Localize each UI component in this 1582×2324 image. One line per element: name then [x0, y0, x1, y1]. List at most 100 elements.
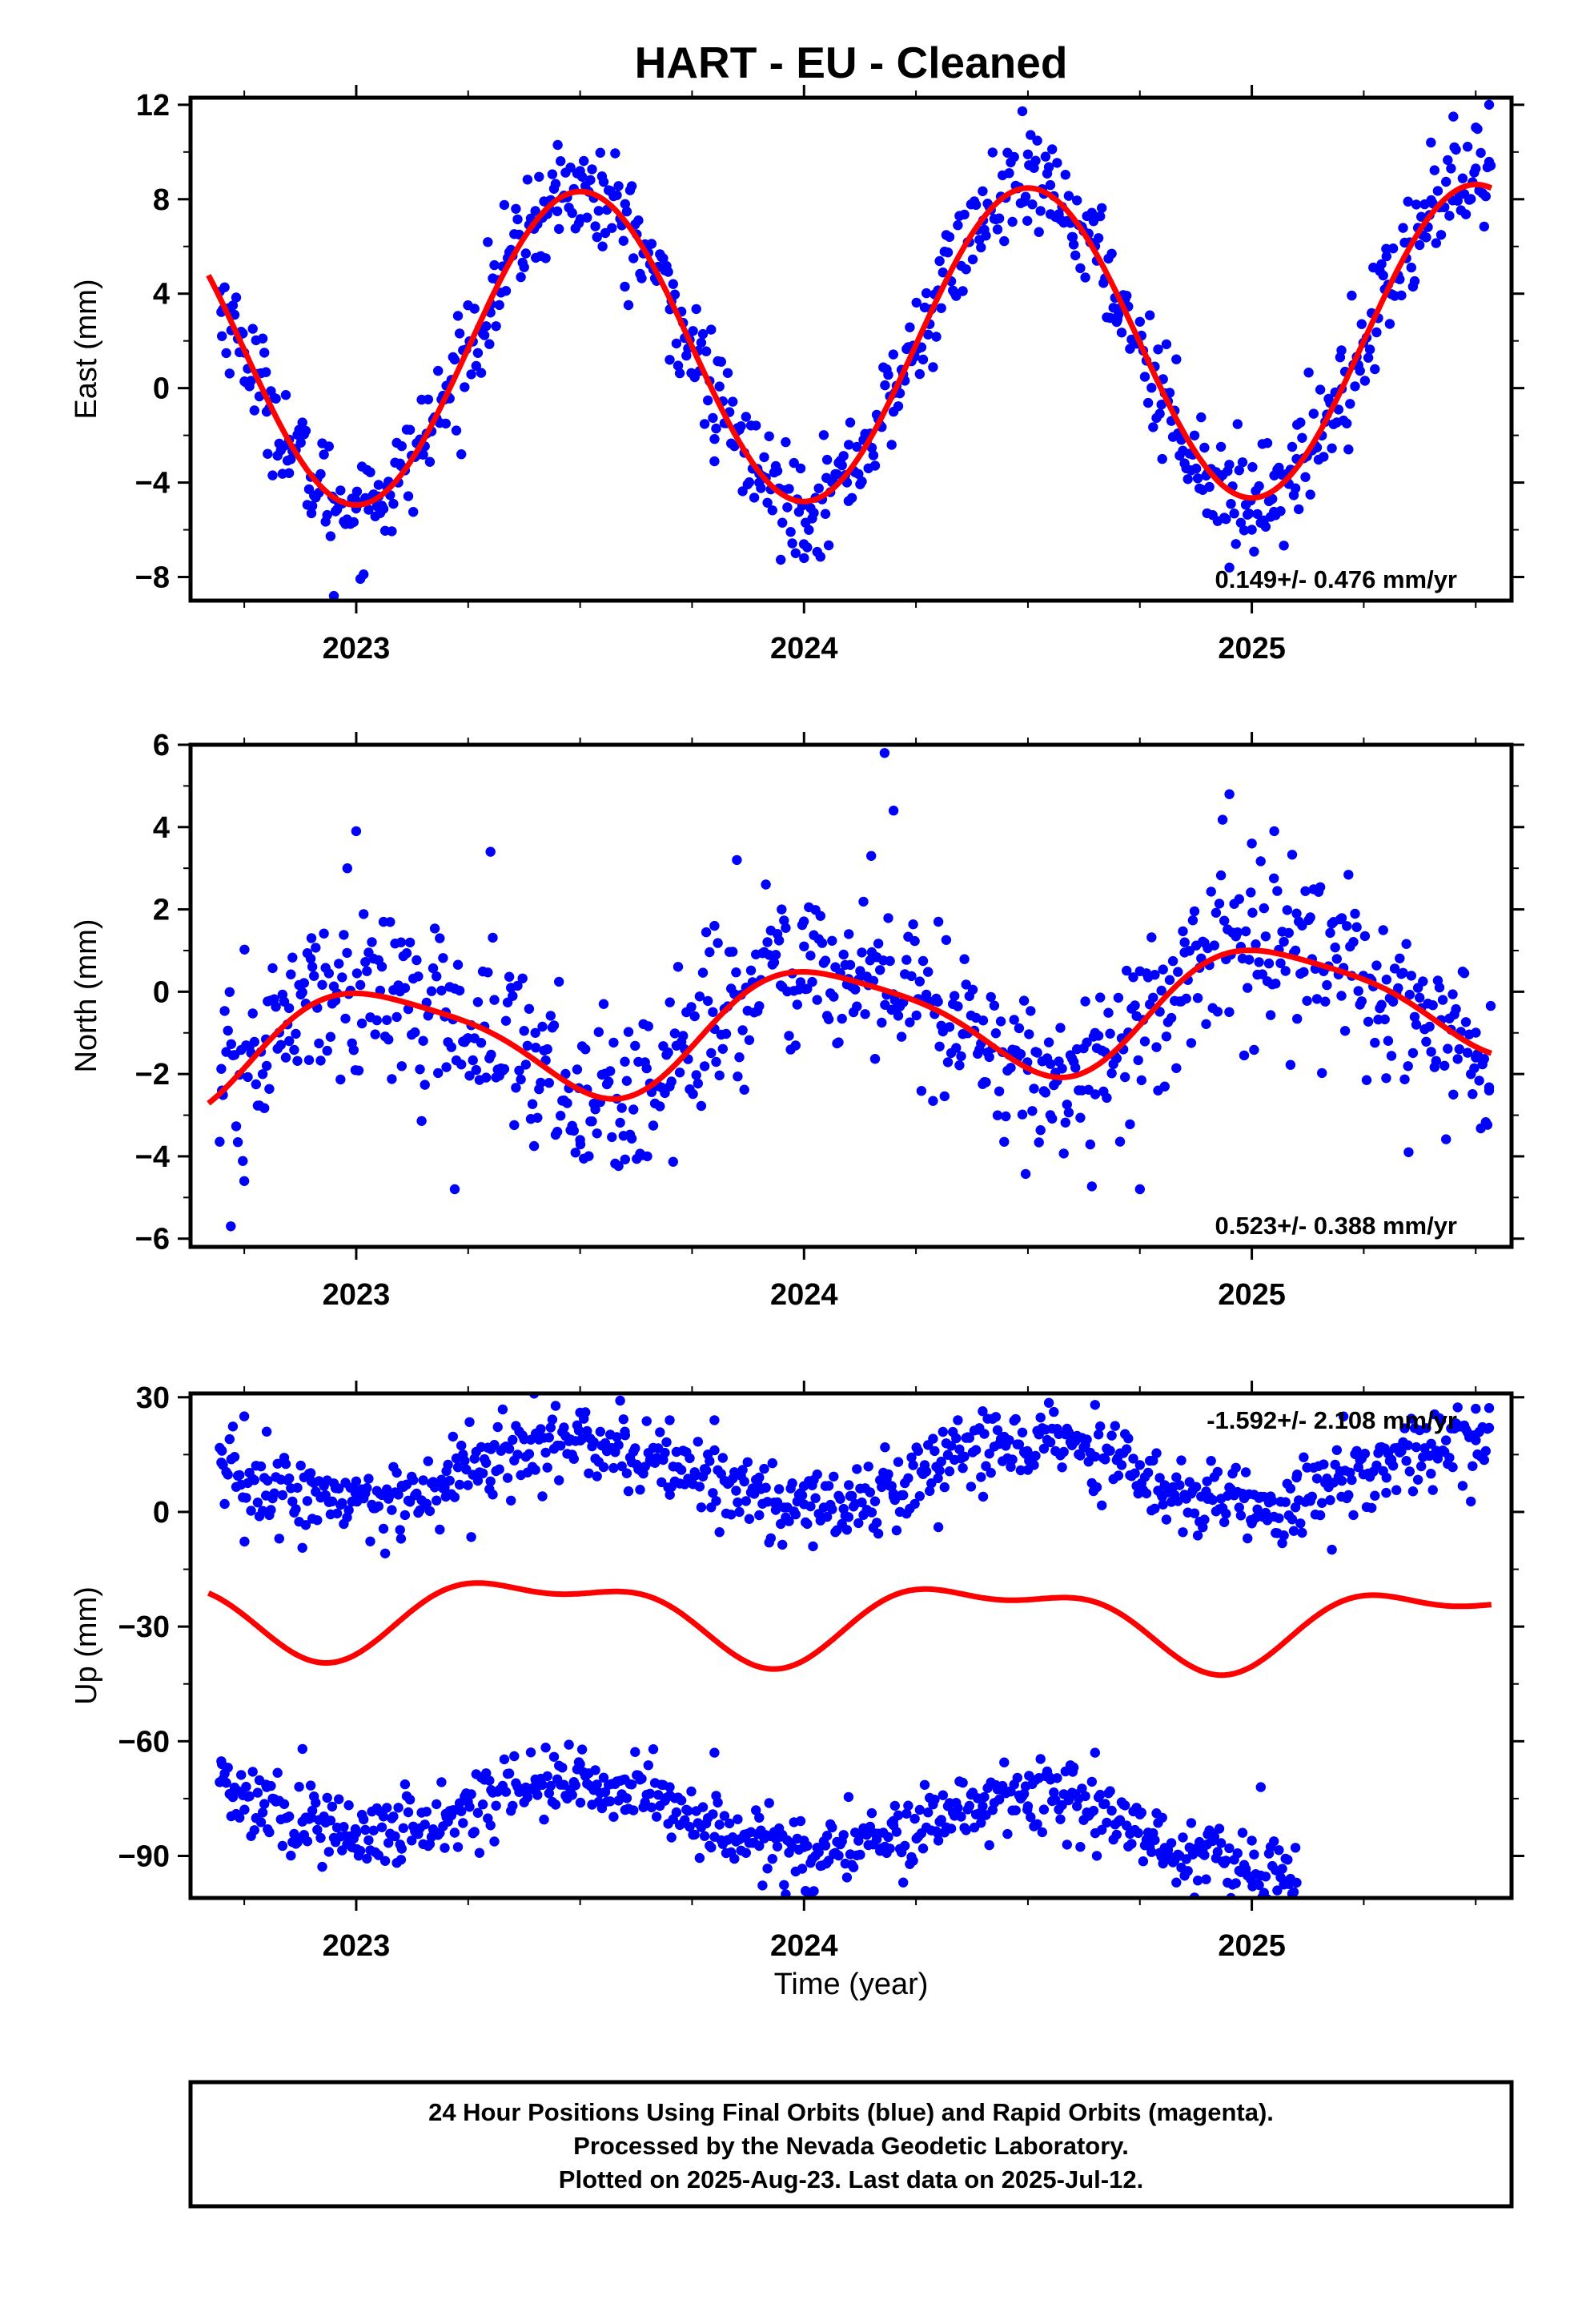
scatter-point	[888, 406, 899, 417]
scatter-point	[630, 1040, 640, 1051]
scatter-point	[252, 1498, 263, 1508]
scatter-point	[934, 1466, 945, 1476]
scatter-point	[587, 164, 597, 175]
scatter-point	[1479, 221, 1490, 232]
scatter-point	[219, 1498, 230, 1510]
scatter-point	[303, 1055, 315, 1065]
scatter-point	[1174, 1480, 1185, 1490]
scatter-point	[612, 190, 622, 200]
scatter-point	[934, 1041, 945, 1052]
scatter-point	[1068, 239, 1079, 250]
scatter-point	[1279, 936, 1289, 947]
scatter-point	[853, 468, 864, 480]
scatter-point	[970, 199, 982, 211]
scatter-point	[1260, 521, 1271, 532]
scatter-points	[215, 1393, 1495, 1898]
scatter-point	[286, 454, 296, 464]
scatter-point	[524, 1449, 535, 1459]
scatter-point	[1212, 1847, 1223, 1857]
scatter-point	[247, 324, 258, 334]
scatter-point	[936, 1456, 946, 1467]
scatter-point	[444, 1475, 455, 1486]
scatter-point	[259, 348, 270, 358]
scatter-point	[595, 1426, 605, 1437]
scatter-point	[630, 1443, 640, 1454]
scatter-point	[542, 1043, 552, 1055]
scatter-point	[1359, 931, 1371, 942]
scatter-point	[857, 476, 867, 487]
scatter-point	[277, 1840, 288, 1852]
scatter-point	[883, 913, 893, 923]
scatter-point	[537, 1021, 548, 1032]
scatter-point	[1113, 992, 1124, 1003]
scatter-point	[901, 955, 912, 965]
scatter-point	[1049, 1406, 1059, 1417]
scatter-point	[221, 348, 231, 359]
scatter-point	[1371, 960, 1382, 971]
scatter-point	[1219, 1517, 1230, 1528]
scatter-point	[410, 1027, 420, 1038]
scatter-point	[1111, 1053, 1122, 1063]
scatter-point	[1343, 444, 1354, 455]
scatter-point	[714, 1819, 725, 1830]
scatter-point	[1015, 1049, 1026, 1059]
scatter-point	[1431, 1055, 1442, 1067]
scatter-point	[1211, 907, 1222, 919]
scatter-point	[1416, 211, 1427, 222]
scatter-point	[1466, 194, 1476, 204]
scatter-point	[460, 1455, 470, 1466]
scatter-point	[283, 1003, 295, 1014]
scatter-point	[772, 1841, 783, 1852]
scatter-point	[784, 1031, 794, 1041]
scatter-point	[944, 231, 955, 243]
scatter-point	[454, 328, 465, 339]
scatter-point	[623, 1486, 634, 1497]
scatter-point	[595, 147, 605, 158]
scatter-point	[224, 1433, 235, 1445]
scatter-point	[1424, 1021, 1435, 1032]
scatter-point	[1122, 291, 1132, 301]
scatter-point	[879, 748, 890, 758]
scatter-point	[1122, 1444, 1132, 1454]
scatter-point	[327, 1496, 338, 1507]
scatter-point	[1468, 1461, 1478, 1472]
scatter-point	[590, 1104, 600, 1115]
scatter-point	[772, 465, 783, 476]
scatter-point	[686, 1002, 697, 1012]
scatter-point	[1009, 151, 1019, 163]
scatter-point	[1448, 111, 1459, 122]
scatter-point	[1063, 1108, 1074, 1118]
scatter-point	[527, 1099, 538, 1109]
scatter-point	[325, 531, 336, 541]
scatter-point	[1017, 1427, 1028, 1438]
scatter-point	[466, 1789, 476, 1799]
scatter-point	[440, 1482, 450, 1493]
scatter-point	[829, 1471, 839, 1482]
y-tick-label: 0	[153, 372, 170, 406]
scatter-point	[1325, 1495, 1335, 1506]
scatter-point	[403, 491, 414, 501]
scatter-point	[1014, 1439, 1025, 1449]
scatter-point	[1370, 364, 1380, 375]
scatter-point	[917, 955, 929, 967]
scatter-point	[524, 1003, 535, 1015]
scatter-point	[620, 199, 630, 209]
scatter-point	[967, 984, 978, 995]
scatter-point	[249, 1825, 259, 1835]
scatter-point	[520, 248, 531, 259]
scatter-point	[432, 1495, 442, 1506]
scatter-point	[373, 1850, 383, 1860]
scatter-point	[1429, 165, 1440, 175]
scatter-point	[474, 1848, 485, 1858]
scatter-point	[1167, 955, 1178, 967]
scatter-point	[1189, 1508, 1200, 1518]
scatter-point	[488, 932, 498, 943]
scatter-point	[663, 1047, 673, 1058]
scatter-point	[688, 326, 698, 336]
scatter-point	[779, 915, 789, 926]
scatter-point	[1102, 1817, 1112, 1828]
scatter-point	[485, 1476, 496, 1487]
scatter-point	[877, 1482, 887, 1493]
scatter-point	[701, 1465, 712, 1476]
scatter-point	[255, 1817, 267, 1827]
